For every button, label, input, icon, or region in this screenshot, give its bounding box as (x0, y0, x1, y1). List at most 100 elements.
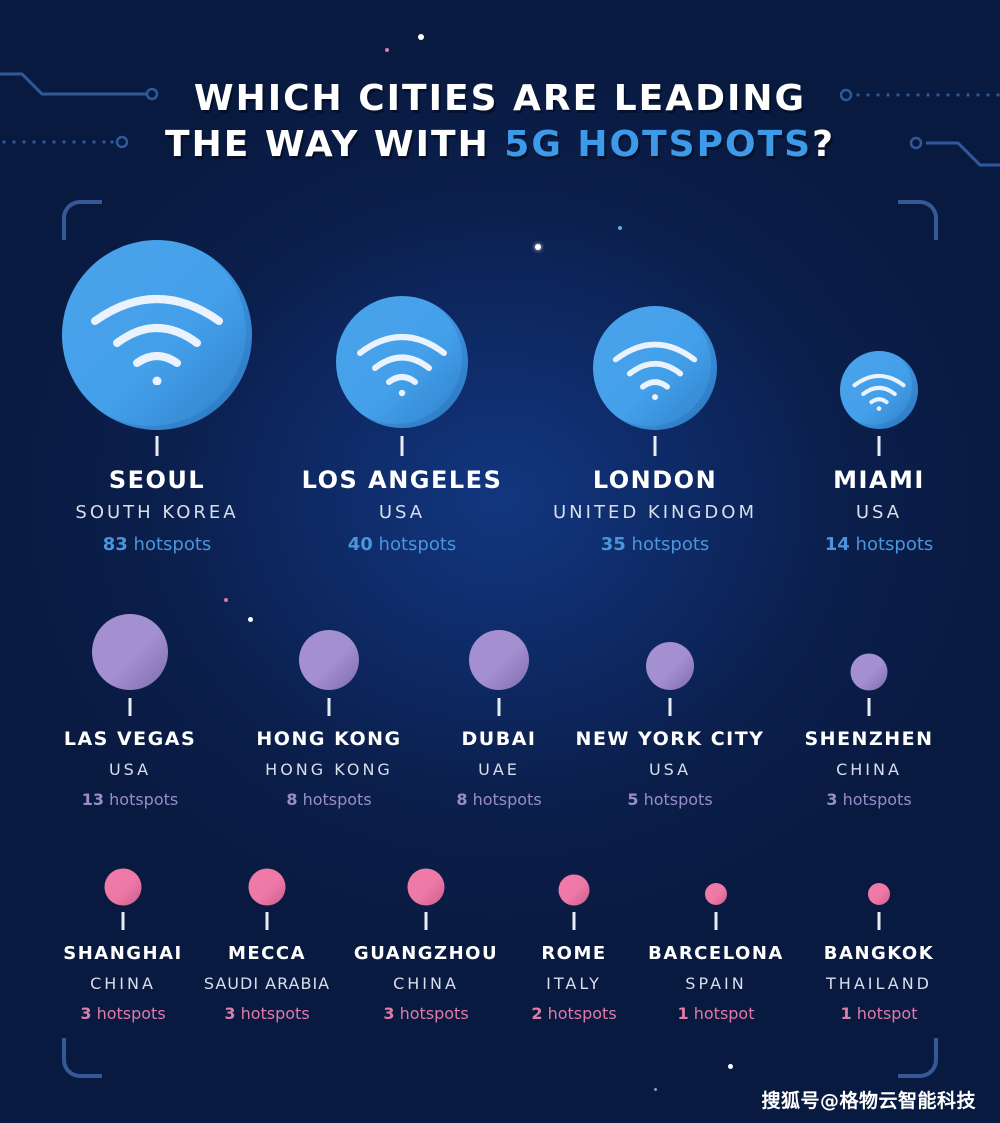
city-name: NEW YORK CITY (575, 728, 765, 750)
city-country: SPAIN (685, 974, 747, 993)
hotspot-number: 8 (456, 790, 468, 809)
city-country: CHINA (836, 760, 902, 779)
hotspot-unit: hotspots (302, 790, 372, 809)
hotspot-unit: hotspots (643, 790, 713, 809)
hotspot-unit: hotspots (240, 1004, 310, 1023)
title-line-2-suffix: ? (812, 124, 835, 165)
bubble-stem (128, 698, 132, 716)
hotspot-unit: hotspots (631, 534, 710, 555)
city-country: ITALY (546, 974, 602, 993)
city-bubble-bangkok (868, 883, 890, 905)
bubble-stem (653, 436, 657, 456)
hotspot-unit: hotspots (96, 1004, 166, 1023)
star-dot (248, 617, 253, 622)
hotspot-number: 1 (840, 1004, 852, 1023)
hotspot-number: 2 (531, 1004, 543, 1023)
city-bubble-guangzhou (407, 868, 445, 906)
bubble-stem (877, 436, 881, 456)
city-hotspot-count: 3 hotspots (826, 790, 911, 809)
city-hotspot-count: 3 hotspots (224, 1004, 309, 1023)
hotspot-number: 14 (824, 534, 850, 555)
city-name: MECCA (227, 943, 307, 964)
wifi-icon (91, 295, 223, 385)
bubble-stem (121, 912, 125, 930)
star-dot (535, 244, 541, 250)
city-bubble-hong-kong (299, 630, 359, 690)
panel-corner-top-left (62, 200, 102, 240)
star-dot (385, 48, 389, 52)
hotspot-unit: hotspots (547, 1004, 617, 1023)
title-line-1: WHICH CITIES ARE LEADING (193, 78, 807, 119)
city-country: SOUTH KOREA (75, 502, 239, 523)
star-dot (224, 598, 228, 602)
hotspot-unit: hotspot (693, 1004, 755, 1023)
city-name: SHENZHEN (804, 728, 934, 750)
circuit-line-right-icon (840, 88, 1000, 167)
city-name: SEOUL (108, 466, 206, 494)
title-line-2-prefix: THE WAY WITH (165, 124, 505, 165)
city-bubble-shenzhen (850, 653, 888, 691)
hotspot-unit: hotspots (855, 534, 934, 555)
city-hotspot-count: 14 hotspots (825, 534, 934, 555)
bubble-stem (572, 912, 576, 930)
bubble-stem (400, 436, 404, 456)
hotspot-number: 40 (347, 534, 373, 555)
watermark: 搜狐号@格物云智能科技 (761, 1090, 976, 1112)
city-country: HONG KONG (265, 760, 393, 779)
hotspot-number: 5 (627, 790, 639, 809)
city-name: BARCELONA (648, 943, 784, 964)
hotspot-number: 8 (286, 790, 298, 809)
city-hotspot-count: 3 hotspots (383, 1004, 468, 1023)
wifi-icon (852, 373, 906, 411)
panel-corner-bottom-left (62, 1038, 102, 1078)
city-bubble-barcelona (705, 883, 727, 905)
hotspot-unit: hotspot (856, 1004, 918, 1023)
city-bubble-mecca (248, 868, 286, 906)
circuit-line-left-icon (0, 72, 159, 149)
panel-corner-bottom-right (898, 1038, 938, 1078)
city-country: CHINA (90, 974, 156, 993)
city-bubble-dubai (469, 630, 529, 690)
hotspot-number: 83 (102, 534, 128, 555)
city-name: LONDON (592, 466, 718, 494)
city-name: ROME (541, 943, 607, 964)
page-title: WHICH CITIES ARE LEADING THE WAY WITH 5G… (0, 76, 1000, 168)
city-country: USA (378, 502, 426, 523)
hotspot-number: 35 (600, 534, 626, 555)
city-name: DUBAI (461, 728, 537, 750)
bubble-stem (424, 912, 428, 930)
bubble-stem (668, 698, 672, 716)
city-bubble-new-york-city (646, 642, 694, 690)
city-hotspot-count: 3 hotspots (80, 1004, 165, 1023)
bubble-stem (265, 912, 269, 930)
city-country: SAUDI ARABIA (203, 974, 331, 993)
wifi-icon (612, 341, 698, 401)
star-dot (728, 1064, 733, 1069)
city-hotspot-count: 8 hotspots (456, 790, 541, 809)
bubble-stem (327, 698, 331, 716)
city-country: UAE (478, 760, 520, 779)
hotspot-unit: hotspots (378, 534, 457, 555)
bubble-stem (867, 698, 871, 716)
city-hotspot-count: 40 hotspots (348, 534, 457, 555)
city-country: USA (648, 760, 692, 779)
city-name: LAS VEGAS (63, 728, 197, 750)
city-bubble-los-angeles (336, 296, 468, 428)
hotspot-unit: hotspots (472, 790, 542, 809)
hotspot-unit: hotspots (399, 1004, 469, 1023)
city-bubble-seoul (62, 240, 252, 430)
bubble-stem (497, 698, 501, 716)
hotspot-unit: hotspots (109, 790, 179, 809)
hotspot-number: 1 (677, 1004, 689, 1023)
city-hotspot-count: 35 hotspots (601, 534, 710, 555)
city-country: USA (855, 502, 903, 523)
city-country: CHINA (393, 974, 459, 993)
city-hotspot-count: 2 hotspots (531, 1004, 616, 1023)
bubble-stem (155, 436, 159, 456)
city-bubble-miami (840, 351, 918, 429)
star-dot (418, 34, 424, 40)
city-name: GUANGZHOU (353, 943, 499, 964)
hotspot-number: 3 (383, 1004, 395, 1023)
city-bubble-london (593, 306, 717, 430)
bubble-stem (714, 912, 718, 930)
